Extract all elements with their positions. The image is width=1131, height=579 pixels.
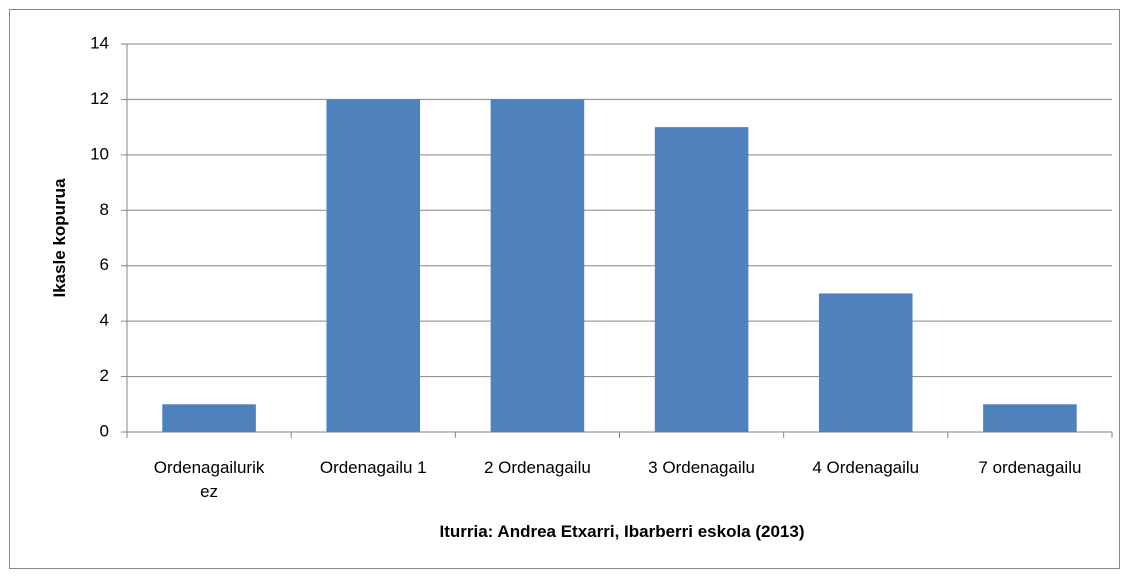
bar <box>818 293 913 432</box>
x-tick-label: Ordenagailu 1 <box>319 458 427 477</box>
x-axis-title: Iturria: Andrea Etxarri, Ibarberri eskol… <box>439 522 805 541</box>
y-tick-label: 6 <box>100 255 109 274</box>
x-tick-label: 4 Ordenagailu <box>812 458 920 477</box>
x-tick-label: 2 Ordenagailu <box>484 458 591 477</box>
y-tick-label: 0 <box>100 421 109 440</box>
y-tick-label: 2 <box>100 366 109 385</box>
bar <box>162 404 256 432</box>
bar <box>654 127 749 433</box>
y-tick-label: 10 <box>90 144 109 163</box>
y-tick-label: 12 <box>90 89 109 108</box>
x-tick-label: Ordenagailurik ez <box>153 458 265 501</box>
x-tick-label: 7 ordenagailu <box>978 458 1082 477</box>
y-tick-label: 4 <box>100 311 109 330</box>
y-axis-title: Ikasle kopurua <box>50 178 69 298</box>
x-tick-label: 3 Ordenagailu <box>648 458 755 477</box>
bar <box>326 99 421 432</box>
bar <box>983 404 1077 432</box>
y-tick-label: 8 <box>100 200 109 219</box>
chart-frame <box>9 9 1120 569</box>
y-tick-label: 14 <box>90 33 109 52</box>
bar <box>490 99 585 432</box>
